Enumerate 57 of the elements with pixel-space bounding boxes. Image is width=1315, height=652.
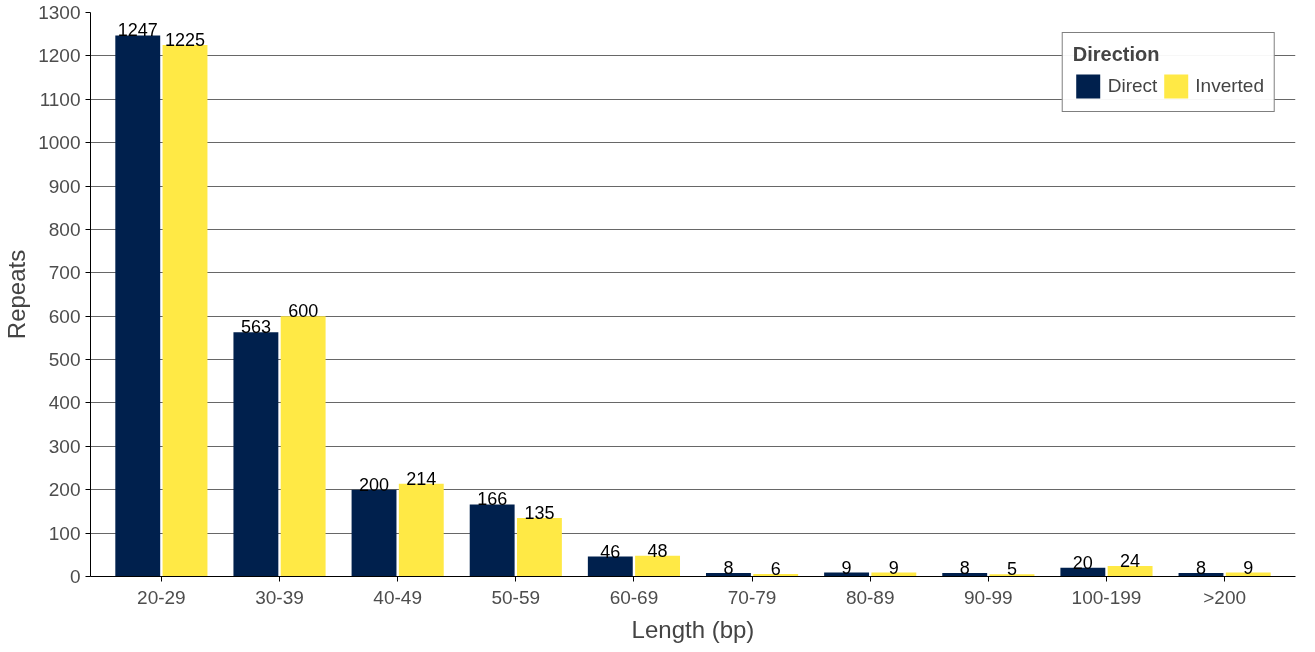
data-label: 8	[959, 558, 970, 579]
data-label: 20	[1072, 552, 1093, 573]
data-label: 166	[477, 489, 508, 510]
data-label: 8	[1195, 558, 1206, 579]
x-tick-label: 90-99	[964, 586, 1013, 608]
bar	[351, 489, 397, 577]
x-axis-title: Length (bp)	[631, 615, 755, 643]
x-tick-label: >200	[1203, 586, 1247, 608]
legend-title: Direction	[1072, 43, 1161, 66]
data-label: 8	[723, 558, 734, 579]
y-axis-title: Repeats	[3, 249, 31, 340]
bar	[162, 45, 208, 577]
y-tick-label: 100	[48, 522, 81, 544]
y-tick-label: 900	[48, 175, 81, 197]
x-tick-label: 100-199	[1071, 586, 1142, 608]
y-tick-label: 1100	[39, 88, 81, 110]
y-tick-label: 0	[69, 566, 81, 587]
y-tick-label: 1300	[38, 2, 81, 23]
y-tick-label: 1000	[38, 132, 81, 154]
y-tick-label: 1200	[38, 45, 81, 67]
data-label: 48	[647, 540, 668, 561]
x-tick-label: 20-29	[137, 586, 186, 608]
bar	[587, 556, 633, 577]
y-tick-label: 200	[48, 479, 81, 501]
data-label: 214	[406, 468, 437, 489]
legend-label: Direct	[1107, 75, 1158, 97]
bar	[280, 316, 326, 577]
data-label: 5	[1006, 559, 1017, 580]
bar	[635, 555, 680, 577]
y-tick-label: 500	[48, 349, 81, 371]
x-tick-label: 70-79	[727, 586, 777, 608]
data-label: 46	[600, 541, 621, 562]
y-tick-label: 600	[48, 305, 81, 327]
y-tick-label: 300	[48, 435, 81, 457]
y-tick-label: 400	[48, 392, 81, 414]
data-label: 6	[770, 558, 781, 579]
bar	[516, 517, 562, 577]
bar	[1107, 566, 1153, 577]
data-label: 135	[524, 502, 555, 523]
data-label: 9	[888, 557, 899, 578]
x-tick-label: 30-39	[255, 586, 304, 608]
x-tick-label: 50-59	[491, 586, 541, 608]
x-tick-label: 60-69	[609, 586, 659, 608]
bar	[398, 483, 444, 577]
data-label: 9	[841, 557, 852, 578]
bar	[233, 332, 279, 577]
legend-label: Inverted	[1195, 75, 1264, 97]
bar	[115, 35, 161, 577]
data-label: 1247	[117, 20, 158, 41]
data-label: 1225	[164, 30, 206, 51]
y-tick-label: 700	[48, 262, 81, 284]
bar	[469, 504, 515, 577]
data-label: 9	[1243, 557, 1254, 578]
x-tick-label: 80-89	[845, 586, 895, 608]
x-tick-label: 40-49	[373, 586, 422, 608]
y-tick-label: 800	[48, 218, 81, 240]
data-label: 24	[1120, 551, 1141, 572]
